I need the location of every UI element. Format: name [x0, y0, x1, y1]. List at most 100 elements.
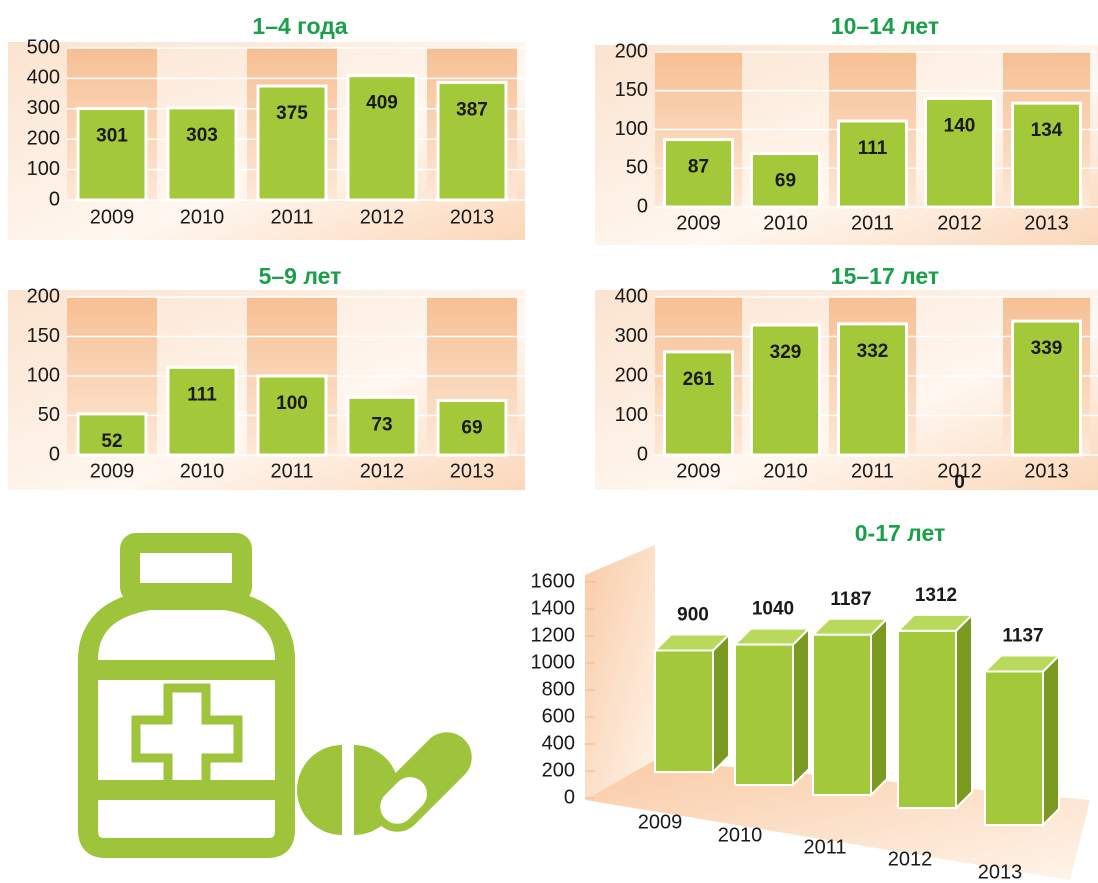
data-label: 900: [677, 605, 709, 626]
bar: [258, 376, 326, 455]
y-tick-label: 300: [27, 97, 60, 119]
x-tick-label: 2011: [270, 460, 313, 482]
x-tick-label: 2011: [851, 212, 894, 234]
data-label: 1040: [752, 599, 794, 620]
y-tick-label: 50: [626, 157, 648, 179]
y-tick-label: 800: [542, 678, 575, 700]
bar-side: [1043, 656, 1059, 825]
y-tick-label: 1200: [531, 624, 576, 646]
chart-title: 10–14 лет: [831, 13, 939, 39]
y-tick-label: 300: [615, 325, 648, 347]
data-label: 375: [276, 103, 308, 124]
bar: [985, 672, 1043, 825]
x-tick-label: 2013: [978, 861, 1023, 883]
chart-title: 0-17 лет: [855, 520, 945, 546]
data-label: 329: [770, 342, 802, 363]
bar: [1013, 103, 1081, 207]
x-tick-label: 2012: [360, 206, 405, 228]
x-tick-label: 2009: [90, 460, 135, 482]
side-wall: [585, 545, 655, 800]
y-tick-label: 600: [542, 705, 575, 727]
bar: [168, 108, 236, 200]
data-label: 87: [688, 157, 709, 178]
y-tick-label: 150: [615, 79, 648, 101]
x-tick-label: 2013: [1024, 460, 1069, 482]
data-label: 73: [371, 414, 392, 435]
y-tick-label: 150: [27, 325, 60, 347]
x-tick-label: 2010: [180, 206, 225, 228]
bar: [655, 651, 713, 773]
chart-page: 0100200300400500301200930320103752011409…: [0, 0, 1098, 883]
data-label: 69: [775, 171, 796, 192]
data-label: 111: [187, 384, 217, 405]
y-tick-label: 0: [637, 443, 648, 465]
bar: [78, 108, 146, 200]
chart-title: 1–4 года: [252, 13, 347, 39]
y-tick-label: 200: [27, 127, 60, 149]
x-tick-label: 2010: [180, 460, 225, 482]
bar: [898, 631, 956, 808]
x-tick-label: 2009: [676, 460, 721, 482]
x-tick-label: 2013: [450, 206, 495, 228]
y-tick-label: 100: [615, 404, 648, 426]
data-label: 261: [683, 369, 715, 390]
y-tick-label: 500: [27, 36, 60, 58]
bar-side: [956, 615, 972, 808]
x-tick-label: 2009: [638, 811, 683, 833]
medicine-icon: [88, 543, 285, 848]
data-label: 303: [186, 125, 218, 146]
x-tick-label: 2011: [851, 460, 894, 482]
x-tick-label: 2011: [803, 836, 846, 858]
data-label: 134: [1031, 120, 1063, 141]
bar: [168, 367, 236, 455]
y-tick-label: 400: [27, 67, 60, 89]
y-tick-label: 400: [615, 285, 648, 307]
y-tick-label: 200: [542, 759, 575, 781]
bar: [735, 645, 793, 785]
data-label: 111: [858, 138, 888, 159]
data-label: 339: [1031, 338, 1063, 359]
pills-icon: [297, 722, 482, 842]
data-label: 69: [461, 418, 482, 439]
bar: [665, 352, 733, 455]
y-tick-label: 200: [615, 364, 648, 386]
x-tick-label: 2009: [676, 212, 721, 234]
bar: [839, 121, 907, 207]
x-tick-label: 2012: [888, 848, 933, 870]
data-label: 52: [101, 431, 122, 452]
x-tick-label: 2009: [90, 206, 135, 228]
chart-title: 5–9 лет: [259, 263, 342, 289]
x-tick-label: 2011: [270, 206, 313, 228]
x-tick-label: 2010: [763, 212, 808, 234]
bar-side: [871, 619, 887, 795]
data-label: 332: [857, 341, 889, 362]
x-tick-label: 2012: [360, 460, 405, 482]
data-label: 100: [276, 393, 308, 414]
x-tick-label: 2010: [718, 824, 763, 846]
y-tick-label: 1000: [531, 651, 576, 673]
x-tick-label: 2010: [763, 460, 808, 482]
data-label: 1137: [1002, 626, 1043, 647]
bar: [813, 635, 871, 795]
y-tick-label: 200: [27, 285, 60, 307]
y-tick-label: 0: [49, 188, 60, 210]
y-tick-label: 100: [27, 158, 60, 180]
data-label: 1312: [915, 585, 957, 606]
y-tick-label: 200: [615, 40, 648, 62]
y-tick-label: 400: [542, 732, 575, 754]
y-tick-label: 100: [27, 364, 60, 386]
chart-title: 15–17 лет: [831, 263, 939, 289]
x-tick-label: 2013: [450, 460, 495, 482]
y-tick-label: 50: [38, 404, 60, 426]
x-tick-label: 2013: [1024, 212, 1069, 234]
data-label: 140: [944, 116, 976, 137]
data-label: 409: [366, 93, 398, 114]
x-tick-label: 2012: [937, 460, 982, 482]
bar-side: [713, 635, 729, 773]
bar-side: [793, 629, 809, 785]
y-tick-label: 1400: [531, 597, 576, 619]
data-label: 301: [96, 126, 128, 147]
y-tick-label: 0: [637, 195, 648, 217]
y-tick-label: 100: [615, 118, 648, 140]
data-label: 387: [456, 99, 488, 120]
